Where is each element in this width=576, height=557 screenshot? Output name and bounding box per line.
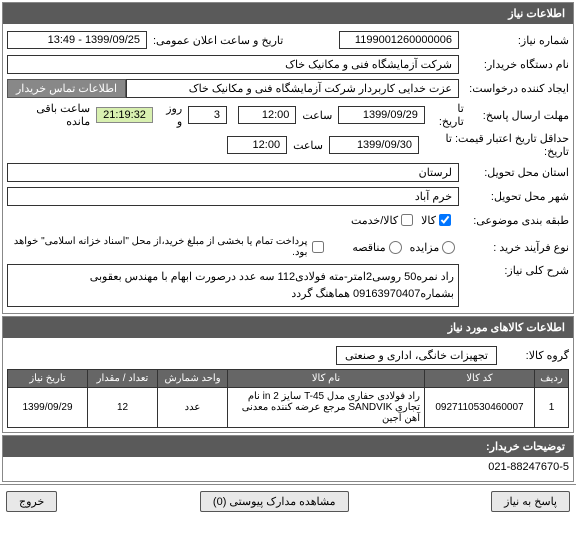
pub-label: تاریخ و ساعت اعلان عمومی:	[147, 34, 289, 47]
cell-date: 1399/09/29	[8, 388, 88, 428]
items-panel-title: اطلاعات کالاهای مورد نیاز	[3, 317, 573, 338]
th-index: ردیف	[535, 370, 569, 388]
items-panel: اطلاعات کالاهای مورد نیاز گروه کالا: تجه…	[2, 316, 574, 433]
saat-lbl-2: ساعت	[287, 139, 329, 152]
reply-hour: 12:00	[238, 106, 296, 124]
panel-title: اطلاعات نیاز	[3, 3, 573, 24]
buy-type-label: نوع فرآیند خرید :	[463, 241, 569, 254]
pub-value: 1399/09/25 - 13:49	[7, 31, 147, 49]
th-date: تاریخ نیاز	[8, 370, 88, 388]
gen-desc-value: راد نمره50 روسی2امتر-مته فولادی112 سه عد…	[7, 264, 459, 307]
cell-qty: 12	[88, 388, 158, 428]
khadamat-checkbox[interactable]	[401, 214, 413, 226]
remaining-lbl: ساعت باقی مانده	[7, 102, 96, 128]
table-header-row: ردیف کد کالا نام کالا واحد شمارش تعداد /…	[8, 370, 569, 388]
cell-index: 1	[535, 388, 569, 428]
row-group: گروه کالا: تجهیزات خانگی، اداری و صنعتی	[7, 342, 569, 369]
group-label: گروه کالا:	[499, 349, 569, 362]
valid-hour: 12:00	[227, 136, 287, 154]
buyer-device-value: شرکت آزمایشگاه فنی و مکانیک خاک	[7, 55, 459, 74]
mozayede-label: مزایده	[410, 241, 440, 254]
th-name: نام کالا	[228, 370, 425, 388]
khadamat-checkbox-wrap[interactable]: کالا/خدمت	[351, 214, 413, 227]
row-need-no: شماره نیاز: 1199001260000006 تاریخ و ساع…	[7, 28, 569, 52]
budget-label: طبقه بندی موضوعی:	[459, 214, 569, 227]
view-docs-button[interactable]: مشاهده مدارک پیوستی (0)	[200, 491, 349, 512]
saat-lbl-1: ساعت	[296, 109, 338, 122]
group-value: تجهیزات خانگی، اداری و صنعتی	[336, 346, 497, 365]
buyer-device-label: نام دستگاه خریدار:	[459, 58, 569, 71]
kala-checkbox[interactable]	[439, 214, 451, 226]
th-unit: واحد شمارش	[158, 370, 228, 388]
th-code: کد کالا	[425, 370, 535, 388]
delivery-city-label: شهر محل تحویل:	[459, 190, 569, 203]
buyer-desc-title: توضیحات خریدار:	[3, 436, 573, 457]
valid-date: 1399/09/30	[329, 136, 419, 154]
creator-value: عزت خدایی کاربردار شرکت آزمایشگاه فنی و …	[126, 79, 459, 98]
answer-button[interactable]: پاسخ به نیاز	[491, 491, 570, 512]
reply-date: 1399/09/29	[338, 106, 425, 124]
countdown-timer: 21:19:32	[96, 107, 153, 123]
items-panel-body: گروه کالا: تجهیزات خانگی، اداری و صنعتی …	[3, 338, 573, 432]
delivery-prov-value: لرستان	[7, 163, 459, 182]
kala-checkbox-wrap[interactable]: کالا	[421, 214, 451, 227]
pay-note-wrap: پرداخت تمام یا بخشی از مبلغ خرید،از محل …	[7, 234, 324, 260]
need-no-value: 1199001260000006	[339, 31, 459, 49]
row-budget: طبقه بندی موضوعی: کالا کالا/خدمت	[7, 208, 569, 232]
close-button[interactable]: خروج	[6, 491, 57, 512]
buyer-desc-panel: توضیحات خریدار: 021-88247670-5	[2, 435, 574, 482]
kala-label: کالا	[421, 214, 436, 227]
row-creator: ایجاد کننده درخواست: عزت خدایی کاربردار …	[7, 76, 569, 100]
creator-label: ایجاد کننده درخواست:	[459, 82, 569, 95]
info-panel: اطلاعات نیاز شماره نیاز: 119900126000000…	[2, 2, 574, 314]
row-delivery-prov: استان محل تحویل: لرستان	[7, 160, 569, 184]
row-buyer-device: نام دستگاه خریدار: شرکت آزمایشگاه فنی و …	[7, 52, 569, 76]
min-valid-label: حداقل تاریخ اعتبار قیمت: تا تاریخ:	[419, 132, 569, 158]
monaghese-label: مناقصه	[352, 241, 385, 254]
rooz-va: روز و	[153, 102, 188, 128]
monaghese-radio-wrap[interactable]: مناقصه	[352, 241, 401, 254]
contact-buyer-button[interactable]: اطلاعات تماس خریدار	[7, 79, 126, 98]
row-buy-type: نوع فرآیند خرید : مزایده مناقصه پرداخت ت…	[7, 232, 569, 262]
items-table: ردیف کد کالا نام کالا واحد شمارش تعداد /…	[7, 369, 569, 428]
footer-bar: پاسخ به نیاز مشاهده مدارک پیوستی (0) خرو…	[0, 484, 576, 518]
cell-unit: عدد	[158, 388, 228, 428]
mozayede-radio[interactable]	[442, 241, 455, 254]
panel-body: شماره نیاز: 1199001260000006 تاریخ و ساع…	[3, 24, 573, 313]
mozayede-radio-wrap[interactable]: مزایده	[410, 241, 456, 254]
pay-note-checkbox[interactable]	[312, 241, 324, 253]
th-qty: تعداد / مقدار	[88, 370, 158, 388]
cell-code: 0927110530460007	[425, 388, 535, 428]
deadline-label: مهلت ارسال پاسخ:	[464, 109, 569, 122]
days-val: 3	[188, 106, 227, 124]
need-no-label: شماره نیاز:	[459, 34, 569, 47]
buyer-desc-body: 021-88247670-5	[3, 457, 573, 481]
delivery-prov-label: استان محل تحویل:	[459, 166, 569, 179]
monaghese-radio[interactable]	[389, 241, 402, 254]
gen-desc-label: شرح کلی نیاز:	[459, 264, 569, 277]
table-row: 1 0927110530460007 راد فولادی حفاری مدل …	[8, 388, 569, 428]
pay-note-text: پرداخت تمام یا بخشی از مبلغ خرید،از محل …	[7, 234, 309, 260]
cell-name: راد فولادی حفاری مدل T-45 سایز 2 in نام …	[228, 388, 425, 428]
deadline-to: تا تاریخ:	[425, 102, 464, 128]
khadamat-label: کالا/خدمت	[351, 214, 398, 227]
row-delivery-city: شهر محل تحویل: خرم آباد	[7, 184, 569, 208]
row-deadline: مهلت ارسال پاسخ: تا تاریخ: 1399/09/29 سا…	[7, 100, 569, 130]
delivery-city-value: خرم آباد	[7, 187, 459, 206]
row-gen-desc: شرح کلی نیاز: راد نمره50 روسی2امتر-مته ف…	[7, 262, 569, 309]
row-valid: حداقل تاریخ اعتبار قیمت: تا تاریخ: 1399/…	[7, 130, 569, 160]
